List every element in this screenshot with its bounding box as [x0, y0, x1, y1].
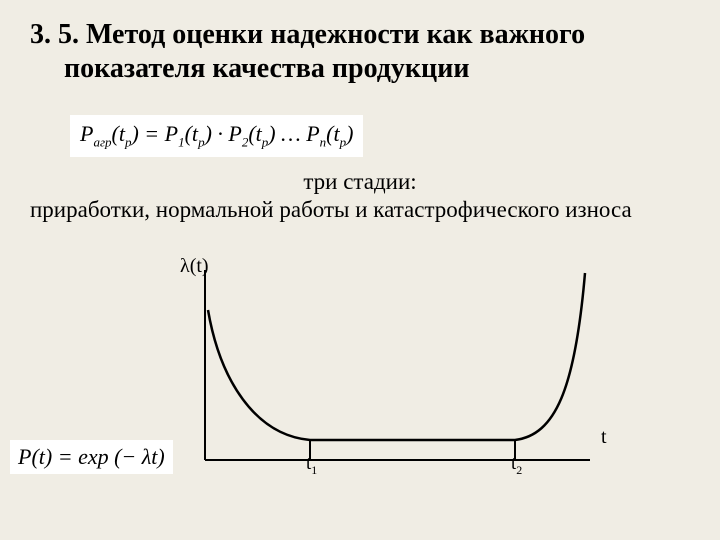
title-line-2: показателя качества продукции [30, 52, 690, 86]
stage-label: три стадии: [30, 169, 690, 195]
bathtub-curve-chart [160, 250, 600, 510]
y-axis-label: λ(t) [180, 255, 209, 278]
slide-title: 3. 5. Метод оценки надежности как важног… [30, 18, 690, 85]
title-line-1: 3. 5. Метод оценки надежности как важног… [30, 18, 690, 52]
formula-aggregate-probability: Pагр(tр) = P1(tр) · P2(tр) … Pn(tр) [70, 115, 363, 156]
stage-description: приработки, нормальной работы и катастро… [30, 197, 690, 223]
bathtub-curve [208, 273, 585, 440]
formula-exponential: P(t) = exp (− λt) [10, 440, 173, 474]
x-tick-t1: t1 [306, 453, 317, 478]
x-axis-label: t [601, 426, 607, 449]
x-tick-t2: t2 [511, 453, 522, 478]
